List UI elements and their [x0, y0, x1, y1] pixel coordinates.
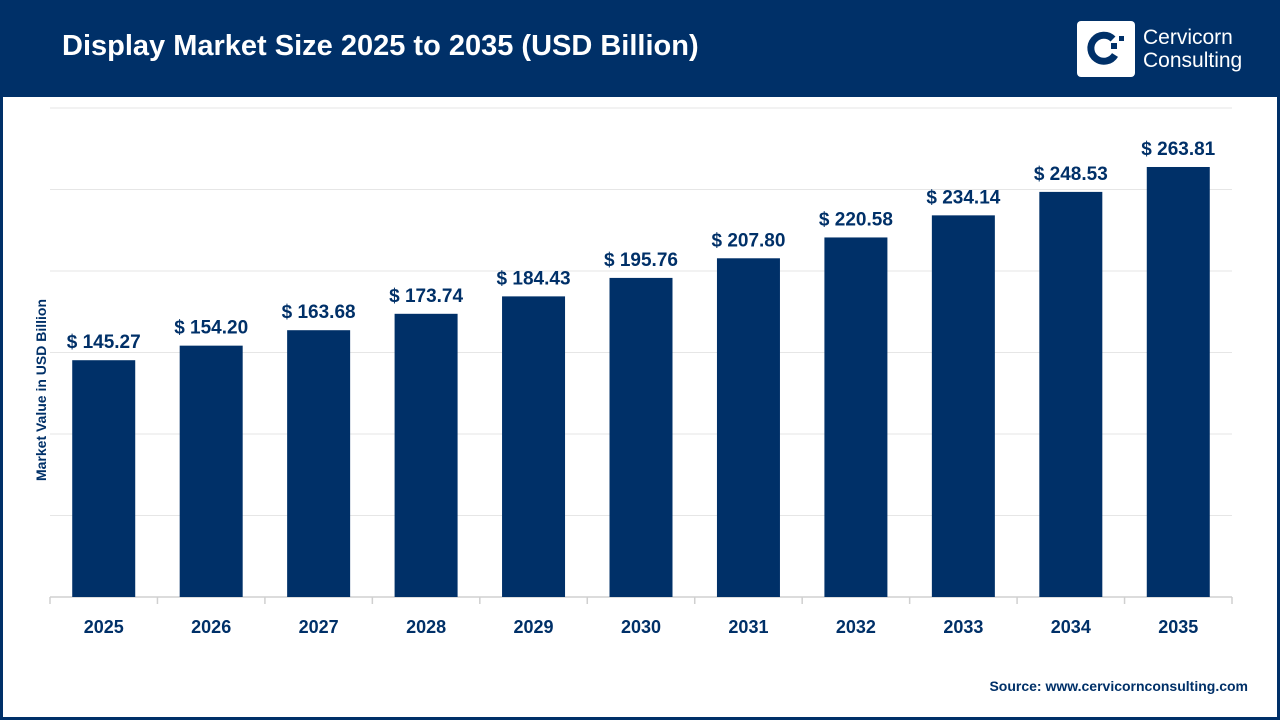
bar	[72, 360, 136, 597]
logo-text-line: Consulting	[1143, 49, 1243, 72]
chart-title: Display Market Size 2025 to 2035 (USD Bi…	[62, 30, 699, 62]
bar	[716, 258, 780, 597]
x-tick-label: 2035	[1158, 617, 1198, 637]
data-label: $ 184.43	[497, 268, 571, 289]
x-tick-label: 2031	[728, 617, 768, 637]
data-label: $ 145.27	[67, 332, 141, 353]
bar	[287, 330, 351, 597]
x-tick-label: 2034	[1051, 617, 1091, 637]
x-tick-label: 2033	[943, 617, 983, 637]
source-note: Source: www.cervicornconsulting.com	[989, 678, 1248, 694]
data-label: $ 207.80	[711, 230, 785, 251]
x-tick-label: 2029	[514, 617, 554, 637]
bar	[179, 345, 243, 597]
data-label: $ 234.14	[926, 187, 1000, 208]
data-label: $ 248.53	[1034, 164, 1108, 185]
bar	[609, 277, 673, 597]
bar	[1039, 191, 1103, 597]
x-tick-label: 2026	[191, 617, 231, 637]
data-label: $ 154.20	[174, 318, 248, 339]
data-label: $ 173.74	[389, 286, 463, 307]
bar	[502, 296, 566, 597]
data-label: $ 195.76	[604, 250, 678, 271]
bar	[824, 237, 888, 598]
logo: Cervicorn Consulting	[1077, 21, 1242, 77]
x-tick-label: 2028	[406, 617, 446, 637]
data-label: $ 263.81	[1141, 139, 1215, 160]
header-bar: Display Market Size 2025 to 2035 (USD Bi…	[0, 0, 1280, 97]
x-tick-label: 2025	[84, 617, 124, 637]
x-tick-label: 2030	[621, 617, 661, 637]
logo-text: Cervicorn Consulting	[1143, 26, 1242, 72]
x-tick-label: 2027	[299, 617, 339, 637]
bar	[394, 313, 458, 597]
bar	[931, 215, 995, 597]
logo-text-line: Cervicorn	[1143, 26, 1233, 49]
data-label: $ 163.68	[282, 302, 356, 323]
logo-icon	[1077, 21, 1135, 77]
data-label: $ 220.58	[819, 209, 893, 230]
x-tick-label: 2032	[836, 617, 876, 637]
bar	[1146, 166, 1210, 598]
